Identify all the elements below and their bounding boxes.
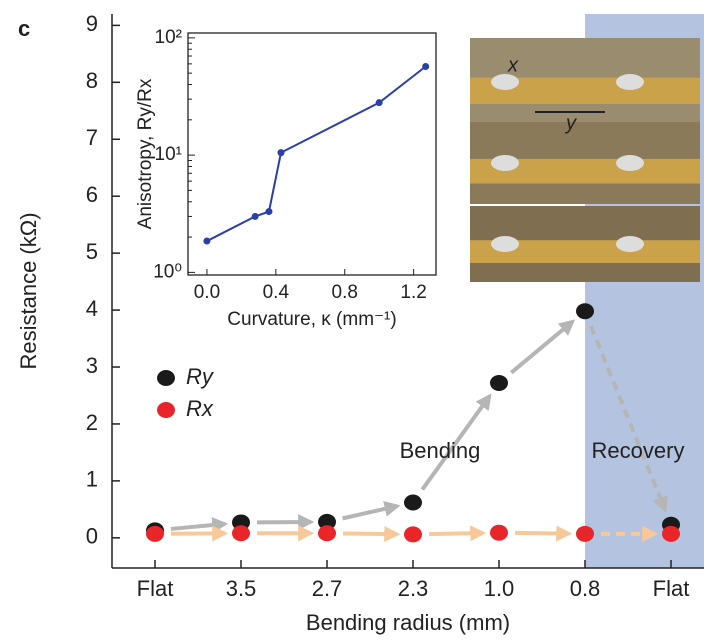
y-tick-label: 9	[86, 11, 98, 36]
data-point	[662, 525, 680, 542]
x-tick-label: 2.3	[398, 576, 429, 601]
inset-x-tick-label: 0.8	[332, 282, 358, 303]
inset-x-tick-label: 0.0	[194, 282, 220, 303]
data-point	[404, 494, 422, 511]
data-point	[318, 525, 336, 542]
data-point	[490, 374, 508, 391]
inset-bg	[120, 20, 455, 338]
inset-point	[277, 149, 285, 157]
inset-point	[422, 62, 430, 70]
data-point	[404, 526, 422, 543]
inset-x-tick-label: 1.2	[400, 282, 426, 303]
trend-arrow	[510, 319, 576, 375]
legend-marker	[157, 370, 175, 386]
data-point	[576, 525, 594, 542]
inset-x-tick-label: 0.4	[263, 282, 290, 303]
trend-arrow	[514, 525, 573, 542]
data-point	[576, 303, 594, 320]
y-tick-label: 2	[86, 410, 98, 435]
legend-label: Ry	[186, 364, 215, 389]
annotation: Bending	[400, 438, 481, 463]
y-tick-label: 4	[86, 296, 98, 321]
legend-label: Rx	[186, 396, 214, 421]
photo-screw	[491, 155, 519, 171]
y-axis-title: Resistance (kΩ)	[16, 212, 41, 369]
x-tick-label: Flat	[137, 576, 174, 601]
panel-label: c	[18, 16, 30, 41]
photo-screw	[491, 236, 519, 252]
x-tick-label: 2.7	[312, 576, 343, 601]
legend-marker	[157, 402, 175, 418]
inset-frame	[187, 32, 437, 276]
photo-label: x	[507, 54, 519, 76]
data-point	[146, 525, 164, 542]
inset-y-tick-label: 10²	[155, 27, 182, 48]
annotation: Recovery	[592, 438, 685, 463]
y-tick-label: 0	[86, 524, 98, 549]
photo-screw	[616, 236, 644, 252]
y-tick-label: 6	[86, 182, 98, 207]
trend-arrow	[342, 526, 401, 543]
photo	[470, 38, 700, 282]
y-tick-label: 3	[86, 353, 98, 378]
data-point	[318, 513, 336, 530]
inset-point	[203, 237, 211, 245]
trend-arrow	[342, 501, 401, 521]
photo-screw	[491, 74, 519, 90]
y-tick-label: 5	[86, 239, 98, 264]
inset-point	[251, 212, 259, 220]
y-tick-label: 7	[86, 125, 98, 150]
inset-x-title: Curvature, κ (mm⁻¹)	[227, 309, 396, 330]
data-point	[490, 524, 508, 541]
inset-point	[375, 99, 383, 107]
trend-arrow	[589, 325, 668, 513]
trend-arrow	[420, 393, 492, 491]
x-tick-label: 1.0	[484, 576, 515, 601]
data-point	[232, 525, 250, 542]
photo-label: y	[564, 112, 577, 134]
x-tick-label: Flat	[653, 576, 690, 601]
inset-line	[206, 65, 427, 242]
inset-y-tick-label: 10¹	[155, 144, 182, 165]
x-tick-label: 3.5	[226, 576, 257, 601]
trend-arrow	[170, 517, 229, 534]
inset-y-tick-label: 10⁰	[153, 261, 182, 282]
photo-screw	[616, 155, 644, 171]
x-axis-title: Bending radius (mm)	[306, 610, 510, 635]
trend-arrow	[428, 525, 487, 542]
y-tick-label: 8	[86, 68, 98, 93]
photo-screw	[616, 74, 644, 90]
x-tick-label: 0.8	[570, 576, 601, 601]
inset-y-title: Anisotropy, Ry/Rx	[135, 78, 156, 229]
y-tick-label: 1	[86, 467, 98, 492]
inset-point	[265, 208, 273, 216]
